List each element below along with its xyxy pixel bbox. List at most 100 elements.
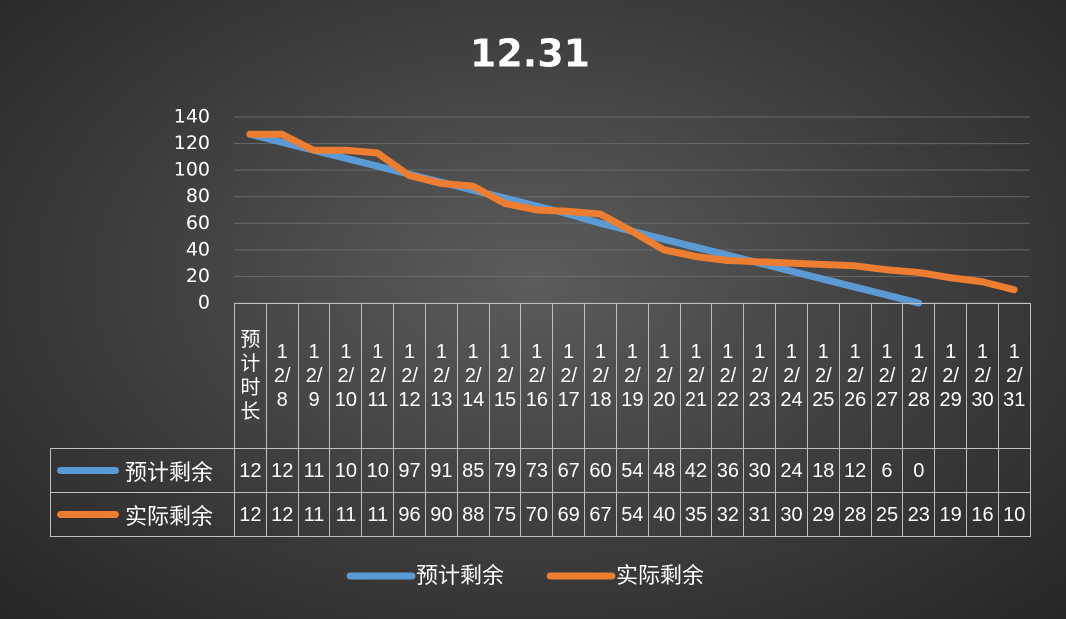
category-wrap: 12/16 <box>524 316 550 436</box>
category-cell: 12/18 <box>584 303 617 449</box>
category-cell: 12/16 <box>520 303 554 449</box>
value-label: 31 <box>748 503 771 526</box>
x-tick-label: 12/11 <box>367 341 389 411</box>
value-label: 35 <box>684 503 708 526</box>
value-cell <box>997 448 1031 493</box>
value-cell: 103 <box>361 448 395 493</box>
x-tick-label: 12/26 <box>844 341 867 411</box>
value-label: 60 <box>589 459 612 482</box>
value-cell: 115 <box>297 448 331 493</box>
category-wrap: 12/29 <box>938 316 964 436</box>
value-label: 75 <box>493 503 517 526</box>
value-cell: 97 <box>393 448 426 493</box>
value-cell: 115 <box>329 492 363 537</box>
value-cell: 54 <box>615 448 649 493</box>
value-cell: 10 <box>997 492 1031 537</box>
value-cell: 109 <box>329 448 363 493</box>
value-label: 85 <box>462 459 485 482</box>
value-label: 6 <box>881 459 893 482</box>
x-tick-label: 12/15 <box>493 341 517 411</box>
value-cell: 54 <box>615 492 649 537</box>
x-tick-label: 12/20 <box>653 341 676 411</box>
value-label: 88 <box>462 503 485 526</box>
category-cell: 12/13 <box>424 303 458 449</box>
value-label: 70 <box>525 503 548 526</box>
category-wrap: 预计时长 <box>237 316 263 436</box>
category-wrap: 12/15 <box>492 316 518 436</box>
value-cell: 48 <box>647 448 681 493</box>
category-cell: 预计时长 <box>234 303 267 449</box>
value-label: 10 <box>1003 503 1026 526</box>
value-cell: 25 <box>870 492 904 537</box>
x-tick-label: 12/22 <box>716 341 739 411</box>
blank-cell <box>50 303 235 449</box>
value-cell: 31 <box>743 492 777 537</box>
value-cell: 30 <box>775 492 808 537</box>
category-cell: 12/27 <box>870 303 904 449</box>
value-label: 69 <box>557 503 580 526</box>
category-cell: 12/14 <box>456 303 490 449</box>
x-tick-label: 预计时长 <box>240 329 261 423</box>
value-label: 40 <box>653 503 676 526</box>
series-key: 实际剩余 <box>50 492 235 537</box>
value-label <box>938 459 964 483</box>
category-wrap: 12/20 <box>651 316 677 436</box>
category-cell: 12/17 <box>552 303 586 449</box>
value-label: 19 <box>939 503 962 526</box>
chart-title: 12.31 <box>470 32 590 76</box>
category-wrap: 12/24 <box>778 316 804 436</box>
x-tick-label: 12/25 <box>812 341 835 411</box>
x-tick-label: 12/12 <box>398 341 421 411</box>
x-tick-label: 12/31 <box>1003 341 1026 411</box>
y-tick-label: 60 <box>186 212 210 234</box>
category-cell: 12/12 <box>393 303 426 449</box>
value-cell: 36 <box>711 448 745 493</box>
value-cell: 28 <box>838 492 872 537</box>
value-label: 67 <box>589 503 612 526</box>
category-wrap: 12/30 <box>969 316 995 436</box>
value-cell: 67 <box>584 492 617 537</box>
value-cell: 6 <box>870 448 904 493</box>
value-cell: 24 <box>775 448 808 493</box>
value-cell: 32 <box>711 492 745 537</box>
category-wrap: 12/21 <box>683 316 709 436</box>
category-cell: 12/24 <box>775 303 808 449</box>
x-tick-label: 12/8 <box>273 341 291 411</box>
category-cell: 12/26 <box>838 303 872 449</box>
category-wrap: 12/18 <box>588 316 614 436</box>
x-tick-label: 12/9 <box>305 341 323 411</box>
y-tick-label: 120 <box>174 132 210 154</box>
value-label: 48 <box>653 459 676 482</box>
x-tick-label: 12/27 <box>875 341 899 411</box>
x-tick-label: 12/18 <box>589 341 612 411</box>
category-wrap: 12/31 <box>1001 316 1027 436</box>
value-cell: 127 <box>265 492 299 537</box>
value-cell: 19 <box>934 492 968 537</box>
value-label: 113 <box>367 503 389 526</box>
category-cell: 12/22 <box>711 303 745 449</box>
category-cell: 12/29 <box>934 303 968 449</box>
x-tick-label: 12/24 <box>780 341 803 411</box>
legend-label: 预计剩余 <box>416 564 504 589</box>
value-cell: 16 <box>966 492 999 537</box>
series-line <box>246 130 923 307</box>
value-cell: 96 <box>393 492 426 537</box>
value-cell: 115 <box>297 492 331 537</box>
category-cell: 12/28 <box>902 303 936 449</box>
category-cell: 12/23 <box>743 303 777 449</box>
value-label: 36 <box>716 459 739 482</box>
x-tick-label: 12/10 <box>334 341 358 411</box>
category-wrap: 12/12 <box>397 316 423 436</box>
category-wrap: 12/23 <box>747 316 773 436</box>
value-cell: 79 <box>488 448 522 493</box>
header-row: 预计时长 12/8 12/9 12/10 12/11 12/12 12/13 12/14 12/… <box>50 303 1031 449</box>
value-cell: 88 <box>456 492 490 537</box>
category-cell: 12/30 <box>966 303 999 449</box>
value-cell: 60 <box>584 448 617 493</box>
legend-swatch <box>57 511 119 518</box>
value-label: 29 <box>812 503 835 526</box>
legend-label: 实际剩余 <box>616 564 704 589</box>
value-cell: 35 <box>679 492 713 537</box>
value-cell: 70 <box>520 492 554 537</box>
